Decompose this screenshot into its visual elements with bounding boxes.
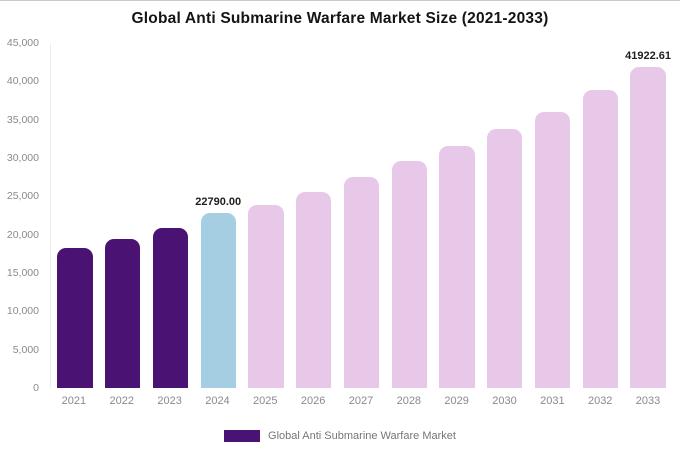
y-tick-label-15000: 15,000: [6, 267, 39, 279]
bar-2024[interactable]: [200, 213, 236, 388]
x-axis-label-2025: 2025: [253, 395, 278, 407]
bar-2023[interactable]: [152, 227, 189, 388]
x-axis: 2021 2022 2023 2024 2025 2026 2027 2028 2029 2030…: [50, 395, 672, 411]
bar-2028[interactable]: [391, 161, 427, 388]
x-axis-label-2021: 2021: [61, 395, 87, 407]
legend-swatch: [224, 430, 261, 442]
bar-2022[interactable]: [104, 238, 141, 388]
bar-column-2033: 41922.61: [624, 43, 672, 388]
bar-2027[interactable]: [343, 177, 380, 388]
bar-2031[interactable]: [534, 112, 571, 388]
bar-column-2023: [147, 43, 195, 388]
y-tick-label-25000: 25,000: [6, 190, 39, 203]
x-axis-label-2029: 2029: [444, 395, 469, 407]
legend[interactable]: Global Anti Submarine Warfare Market: [0, 428, 680, 444]
x-axis-label-2026: 2026: [300, 395, 326, 407]
bar-column-2026: [290, 43, 338, 388]
x-axis-label-2030: 2030: [492, 395, 517, 407]
x-axis-label-2022: 2022: [109, 395, 134, 407]
x-axis-label-2024: 2024: [205, 395, 230, 407]
bar-column-2022: [99, 43, 147, 388]
plot-area: 22790.00 41922.61: [50, 43, 672, 388]
bar-column-2027: [338, 43, 386, 388]
bar-column-2032: [576, 43, 624, 388]
y-tick-label-35000: 35,000: [6, 113, 39, 126]
bar-column-2029: [433, 43, 481, 388]
bar-column-2028: [385, 43, 433, 388]
y-tick-label-20000: 20,000: [6, 228, 39, 241]
x-axis-label-2023: 2023: [157, 395, 182, 407]
y-tick-label-30000: 30,000: [6, 152, 39, 164]
bar-column-2031: [529, 43, 577, 388]
legend-label: Global Anti Submarine Warfare Market: [268, 430, 456, 442]
bar-2033[interactable]: [630, 66, 666, 388]
bar-column-2021: [51, 43, 99, 388]
y-tick-label-45000: 45,000: [6, 37, 39, 49]
bar-column-2030: [481, 43, 529, 388]
bar-2026[interactable]: [296, 191, 332, 388]
y-axis: 0 5,000 10,000 15,000 20,000 25,000 30,000 35,0…: [0, 37, 44, 394]
x-axis-label-2032: 2032: [587, 395, 613, 407]
y-tick-label-0: 0: [33, 382, 39, 394]
bar-2025[interactable]: [248, 204, 284, 388]
x-axis-label-2031: 2031: [540, 395, 565, 407]
y-tick-label-10000: 10,000: [6, 305, 39, 318]
data-label-2024: 22790.00: [195, 196, 242, 209]
data-label-2033: 41922.61: [625, 49, 672, 62]
bar-column-2024: 22790.00: [194, 43, 242, 388]
x-axis-label-2033: 2033: [635, 395, 661, 407]
bar-2030[interactable]: [487, 128, 523, 388]
x-axis-label-2027: 2027: [348, 395, 374, 407]
x-axis-label-2028: 2028: [396, 395, 422, 407]
chart-title: Global Anti Submarine Warfare Market Siz…: [131, 10, 549, 27]
bar-2021[interactable]: [57, 247, 93, 388]
bar-column-2025: [242, 43, 290, 388]
y-tick-label-40000: 40,000: [6, 75, 39, 88]
bar-2029[interactable]: [439, 145, 475, 388]
y-tick-label-5000: 5,000: [12, 343, 39, 356]
bar-2032[interactable]: [582, 89, 618, 388]
